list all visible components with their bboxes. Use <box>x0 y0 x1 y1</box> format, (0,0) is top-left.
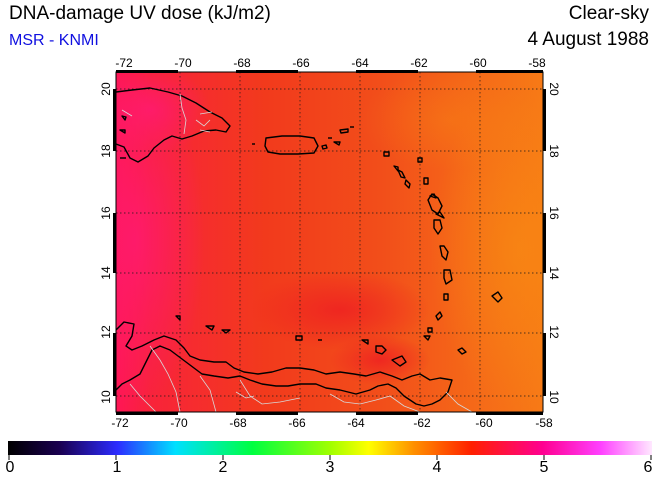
colorbar <box>8 441 652 455</box>
lon-tick-bottom: -58 <box>535 416 553 430</box>
colorbar-label: 1 <box>112 459 122 476</box>
lon-tick-bottom: -66 <box>288 416 306 430</box>
colorbar-label: 2 <box>218 459 228 476</box>
colorbar-label: 6 <box>643 459 653 476</box>
source-label: MSR - KNMI <box>9 32 99 49</box>
lon-tick-bottom: -62 <box>413 416 431 430</box>
colorbar-ticks <box>8 455 652 460</box>
colorbar-label: 5 <box>539 459 549 476</box>
lon-tick-top: -66 <box>292 56 310 70</box>
lon-tick-bottom: -70 <box>170 416 188 430</box>
lon-tick-top: -62 <box>410 56 428 70</box>
lon-tick-top: -58 <box>528 56 546 70</box>
graticule <box>116 72 543 412</box>
uv-field <box>116 72 543 412</box>
colorbar-label: 4 <box>432 459 442 476</box>
lon-tick-bottom: -64 <box>347 416 365 430</box>
lon-tick-top: -72 <box>115 56 133 70</box>
lon-tick-top: -60 <box>469 56 487 70</box>
lon-tick-bottom: -60 <box>475 416 493 430</box>
borders <box>121 93 473 412</box>
lon-tick-top: -68 <box>233 56 251 70</box>
colorbar-label: 0 <box>5 459 15 476</box>
frame-bars <box>113 70 546 415</box>
sky-condition-label: Clear-sky <box>568 3 649 24</box>
lon-tick-bottom: -72 <box>111 416 129 430</box>
coastlines <box>116 87 503 407</box>
lon-tick-bottom: -68 <box>229 416 247 430</box>
date-label: 4 August 1988 <box>527 29 650 50</box>
colorbar-label: 3 <box>325 459 335 476</box>
lon-tick-top: -64 <box>351 56 369 70</box>
lon-tick-top: -70 <box>174 56 192 70</box>
map-title: DNA-damage UV dose (kJ/m2) <box>9 3 271 24</box>
